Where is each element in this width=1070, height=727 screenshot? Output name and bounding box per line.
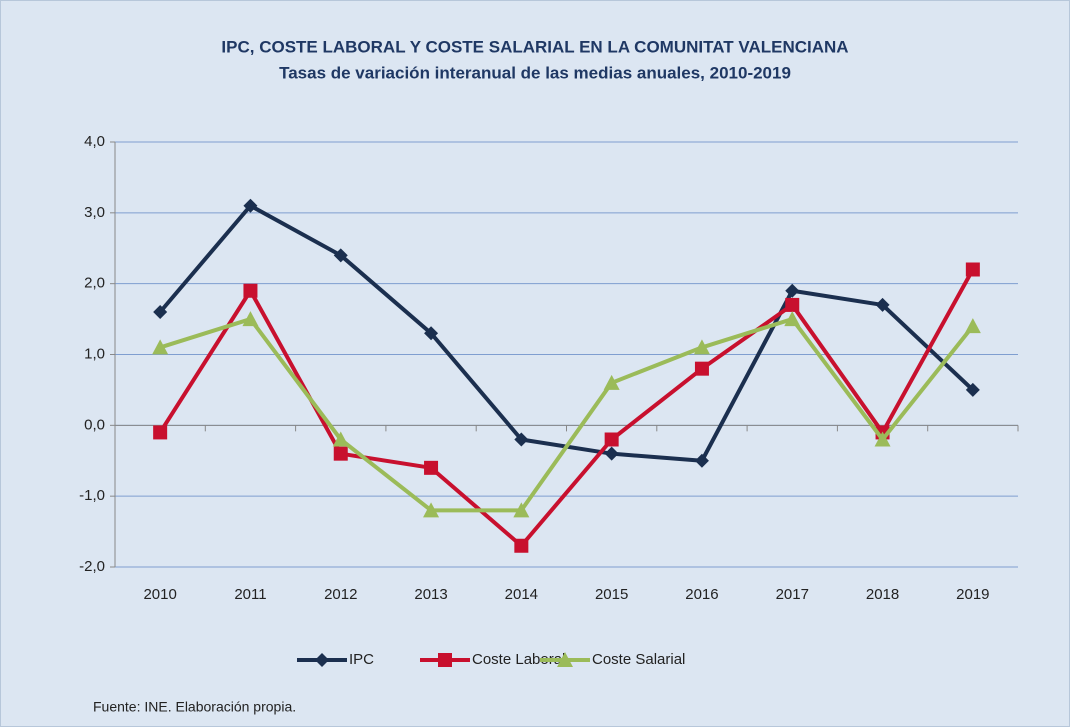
chart-title: IPC, COSTE LABORAL Y COSTE SALARIAL EN L… <box>221 37 848 56</box>
point-marker <box>604 446 619 461</box>
point-marker <box>785 297 800 312</box>
point-marker <box>424 460 439 475</box>
x-tick-label: 2016 <box>685 586 718 603</box>
point-marker <box>514 432 529 447</box>
point-marker <box>694 361 709 376</box>
point-marker <box>333 446 348 461</box>
point-marker <box>604 432 619 447</box>
point-marker <box>153 305 168 319</box>
x-tick-label: 2013 <box>414 586 447 603</box>
source-note: Fuente: INE. Elaboración propia. <box>93 699 296 715</box>
y-tick-label: 4,0 <box>84 133 105 150</box>
point-marker <box>424 326 439 341</box>
legend-marker <box>438 653 452 667</box>
point-marker <box>785 283 800 298</box>
x-tick-label: 2017 <box>776 586 809 603</box>
x-tick-label: 2012 <box>324 586 357 603</box>
point-marker <box>874 431 891 447</box>
point-marker <box>875 297 890 312</box>
point-marker <box>152 339 169 355</box>
point-marker <box>784 311 801 327</box>
point-marker <box>513 502 530 518</box>
point-marker <box>694 453 709 468</box>
point-marker <box>964 318 981 334</box>
point-marker <box>332 431 349 447</box>
point-marker <box>242 311 259 327</box>
x-tick-label: 2014 <box>505 586 538 603</box>
x-tick-label: 2011 <box>234 586 266 603</box>
x-tick-label: 2015 <box>595 586 628 603</box>
y-tick-label: 2,0 <box>84 275 105 292</box>
series-line <box>159 317 975 513</box>
legend-label: Coste Salarial <box>592 651 685 668</box>
y-tick-label: -1,0 <box>79 487 105 504</box>
x-tick-label: 2019 <box>956 586 989 603</box>
point-marker <box>603 374 620 390</box>
point-marker <box>965 262 980 277</box>
point-marker <box>514 538 529 553</box>
x-tick-label: 2010 <box>143 586 176 603</box>
point-marker <box>423 502 440 518</box>
point-marker <box>243 283 258 298</box>
y-tick-label: 3,0 <box>84 204 105 221</box>
series-line <box>158 268 975 548</box>
y-tick-label: -2,0 <box>79 558 105 575</box>
point-marker <box>693 339 710 355</box>
point-marker <box>333 248 348 263</box>
legend-label: Coste Laboral <box>472 651 565 668</box>
chart-subtitle: Tasas de variación interanual de las med… <box>279 63 791 82</box>
x-tick-label: 2018 <box>866 586 899 603</box>
legend-marker <box>557 652 573 667</box>
point-marker <box>153 425 168 440</box>
legend-label: IPC <box>349 651 374 668</box>
legend-marker <box>315 653 329 667</box>
point-marker <box>965 382 980 397</box>
y-tick-label: 0,0 <box>84 416 105 433</box>
y-tick-label: 1,0 <box>84 345 105 362</box>
point-marker <box>243 198 258 213</box>
